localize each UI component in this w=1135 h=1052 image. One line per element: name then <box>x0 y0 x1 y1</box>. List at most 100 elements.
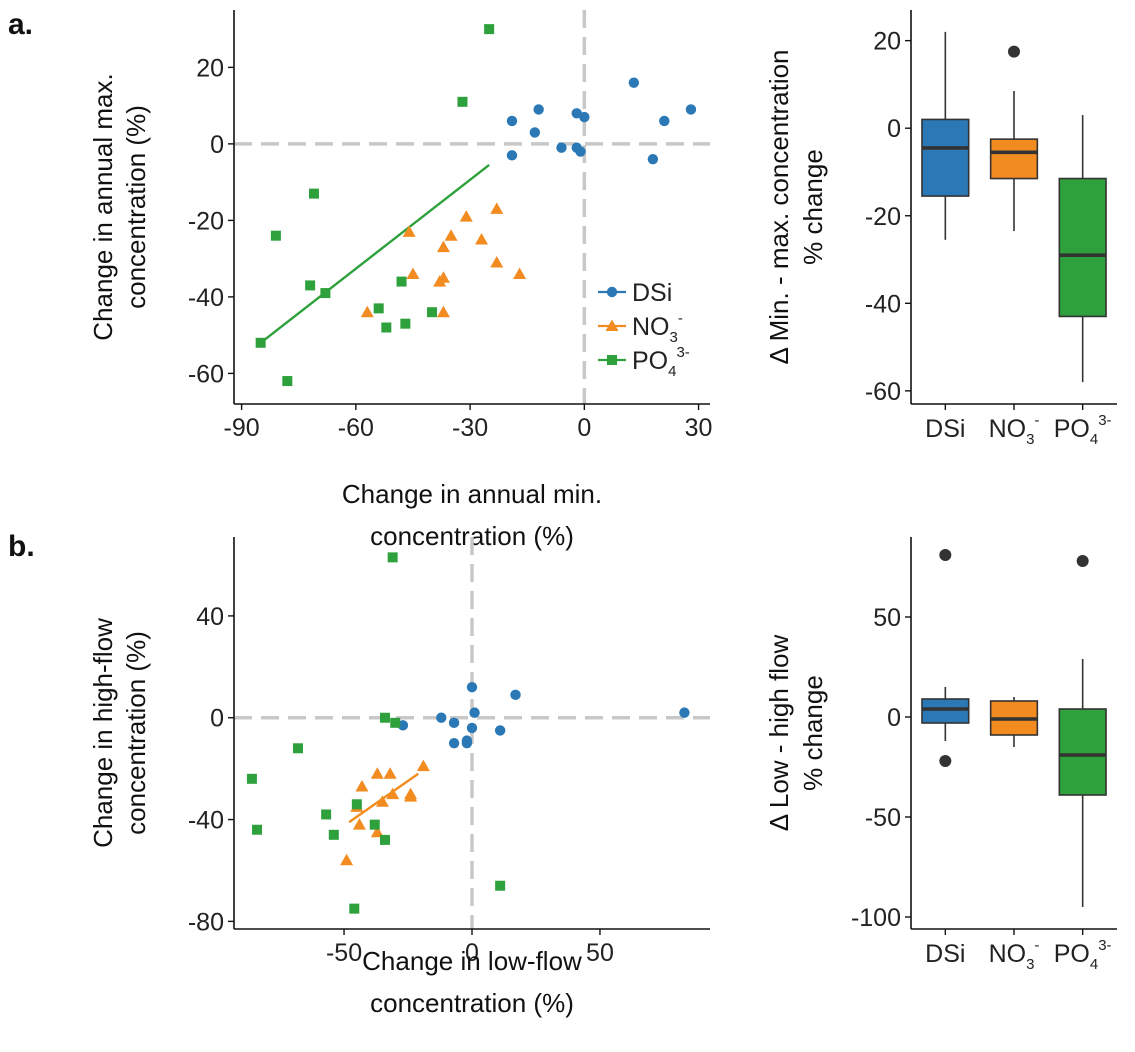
data-point-po4 <box>255 337 266 348</box>
data-point-no3 <box>360 305 374 318</box>
data-point-no3 <box>444 229 458 241</box>
y-axis-title-line: concentration (%) <box>121 631 151 835</box>
data-point-po4 <box>381 322 392 333</box>
y-axis-title-line: Change in high-flow <box>88 618 118 848</box>
y-tick-label: -20 <box>188 207 224 235</box>
legend-label-no3-subscript: 3 <box>670 329 678 346</box>
data-point-po4 <box>321 809 332 820</box>
y-tick-label: -100 <box>851 904 901 932</box>
legend-label-no3-base: NO <box>632 313 670 341</box>
y-tick-label: -60 <box>865 378 901 406</box>
x-tick-label: 0 <box>465 939 479 967</box>
data-point-dsi <box>659 115 670 127</box>
y-tick-label: 0 <box>887 115 901 143</box>
data-point-dsi <box>436 712 447 723</box>
x-axis-title-line: concentration (%) <box>370 988 574 1018</box>
data-point-po4 <box>328 829 339 840</box>
data-point-po4 <box>379 834 390 845</box>
legend-marker-dsi <box>606 286 618 298</box>
legend-label-no3: NO3- <box>632 310 683 346</box>
x-tick-label: -60 <box>338 414 374 442</box>
x-tick-label-po4-superscript: 3- <box>1098 937 1111 954</box>
data-point-po4 <box>349 903 360 914</box>
data-point-no3 <box>406 267 420 279</box>
y-tick-label: 0 <box>887 704 901 732</box>
data-point-no3 <box>490 255 504 268</box>
data-point-dsi <box>506 115 518 127</box>
data-point-no3 <box>355 779 369 792</box>
y-tick-label: 0 <box>210 705 224 733</box>
x-tick-label-dsi: DSi <box>925 940 965 968</box>
data-point-po4 <box>308 188 319 199</box>
data-point-no3 <box>352 818 366 830</box>
data-point-po4 <box>379 712 390 723</box>
x-tick-label-dsi-base: DSi <box>925 940 965 968</box>
data-point-po4 <box>495 880 506 891</box>
x-tick-label: 50 <box>586 939 614 967</box>
data-point-po4 <box>282 376 293 387</box>
x-tick-label: -50 <box>326 939 362 967</box>
x-tick-label: -30 <box>452 414 488 442</box>
data-point-po4 <box>373 303 384 314</box>
data-point-po4 <box>390 717 401 728</box>
data-point-po4 <box>292 743 303 754</box>
y-tick-label: -60 <box>188 360 224 388</box>
data-point-dsi <box>494 725 506 736</box>
box-dsi <box>921 698 970 724</box>
legend-marker-no3 <box>605 319 619 331</box>
data-point-no3 <box>436 240 450 253</box>
y-axis-title-line: % change <box>798 675 828 791</box>
x-tick-label-no3-subscript: 3 <box>1026 956 1034 973</box>
box-po4 <box>1058 708 1107 796</box>
data-point-no3 <box>370 767 384 779</box>
data-point-po4 <box>246 773 257 784</box>
legend-label-dsi: DSi <box>632 279 672 307</box>
data-point-po4 <box>396 276 407 287</box>
data-point-po4 <box>484 24 495 35</box>
x-tick-label: 30 <box>685 414 713 442</box>
x-tick-label-no3-base: NO <box>989 415 1027 443</box>
data-point-dsi <box>466 722 478 734</box>
y-axis-title-line: concentration (%) <box>121 105 151 309</box>
legend-label-po4-superscript: 3- <box>676 344 689 361</box>
x-tick-label-po4: PO43- <box>1054 937 1112 973</box>
x-axis-title-line: Change in annual min. <box>342 479 602 509</box>
x-axis-title-line: Change in low-flow <box>362 946 582 976</box>
data-point-po4 <box>369 819 380 830</box>
box-outlier-no3 <box>1008 45 1020 58</box>
data-point-dsi <box>647 153 659 165</box>
data-point-po4 <box>305 280 316 291</box>
data-point-dsi <box>533 104 544 115</box>
data-point-dsi <box>575 146 586 157</box>
data-point-no3 <box>370 825 384 838</box>
data-point-dsi <box>506 150 518 161</box>
data-point-dsi <box>448 737 460 749</box>
y-axis-title-line: % change <box>798 149 828 265</box>
box-outlier-dsi <box>939 549 952 561</box>
x-tick-label-no3-superscript: - <box>1034 412 1039 429</box>
x-tick-label-po4-subscript: 4 <box>1090 956 1098 973</box>
box-po4 <box>1058 177 1107 318</box>
x-tick-label-po4-superscript: 3- <box>1098 412 1111 429</box>
x-tick-label-no3-base: NO <box>989 940 1027 968</box>
x-tick-label-po4-subscript: 4 <box>1090 431 1098 448</box>
data-point-dsi <box>469 707 480 718</box>
y-tick-label: 40 <box>196 603 224 631</box>
y-tick-label: -40 <box>188 807 224 835</box>
data-point-no3 <box>436 305 450 318</box>
data-point-dsi <box>679 707 690 718</box>
legend-label-no3-superscript: - <box>678 310 683 327</box>
box-outlier-dsi <box>939 755 952 767</box>
data-point-po4 <box>457 96 468 107</box>
x-tick-label-no3-superscript: - <box>1034 937 1039 954</box>
y-tick-label: -40 <box>865 290 901 318</box>
data-point-po4 <box>270 230 281 241</box>
y-tick-label: -40 <box>188 284 224 312</box>
y-axis-title-line: Change in annual max. <box>88 73 118 340</box>
data-point-po4 <box>351 799 362 810</box>
y-axis-title-line: Δ Low - high flow <box>764 634 794 831</box>
box-dsi <box>921 118 970 197</box>
data-point-po4 <box>427 307 438 318</box>
